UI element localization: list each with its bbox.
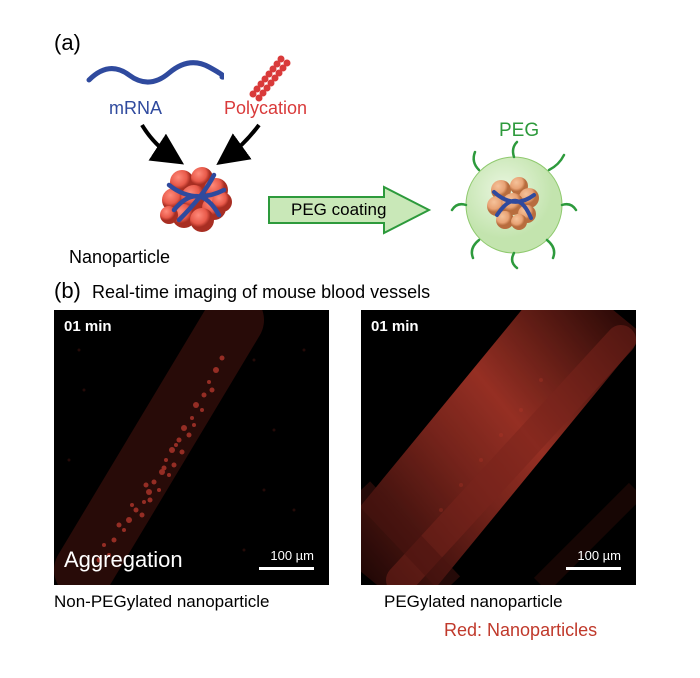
panel-b-title: Real-time imaging of mouse blood vessels <box>92 282 430 303</box>
scalebar-right <box>566 567 621 570</box>
panel-a-label: (a) <box>54 30 81 56</box>
nanoparticle-label: Nanoparticle <box>69 247 170 268</box>
polycation-graphic <box>239 50 309 105</box>
peg-label: PEG <box>499 120 539 142</box>
pegylated-nanoparticle-graphic <box>449 140 579 270</box>
microscopy-image-non-peg: 01 min Aggregation 100 µm <box>54 310 329 585</box>
left-image-caption: Non-PEGylated nanoparticle <box>54 592 269 612</box>
mrna-graphic <box>84 55 224 95</box>
right-image-caption: PEGylated nanoparticle <box>384 592 563 612</box>
peg-coating-label: PEG coating <box>291 200 386 220</box>
aggregation-label: Aggregation <box>64 547 183 573</box>
nanoparticle-graphic <box>154 160 244 245</box>
microscopy-image-peg: 01 min 100 µm <box>361 310 636 585</box>
mrna-label: mRNA <box>109 98 162 119</box>
timestamp-right: 01 min <box>371 318 419 335</box>
legend-text: Red: Nanoparticles <box>444 620 597 641</box>
scalebar-left <box>259 567 314 570</box>
timestamp-left: 01 min <box>64 318 112 335</box>
scalebar-text-right: 100 µm <box>577 548 621 563</box>
polycation-label: Polycation <box>224 98 307 119</box>
scalebar-text-left: 100 µm <box>270 548 314 563</box>
panel-b-label: (b) <box>54 278 81 304</box>
